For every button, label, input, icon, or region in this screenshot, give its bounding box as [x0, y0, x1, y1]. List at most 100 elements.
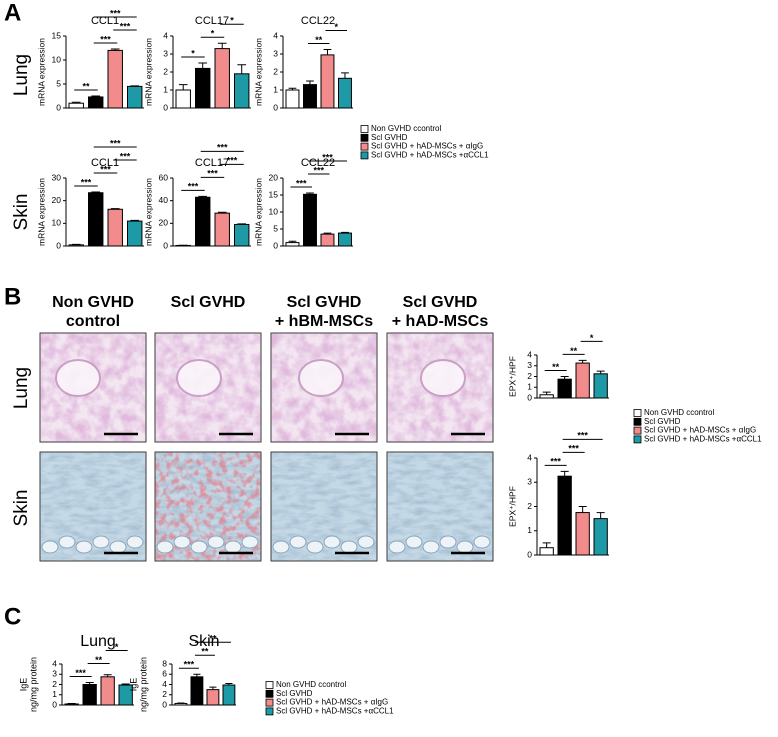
significance-label: ***: [227, 156, 238, 166]
significance-label: ***: [296, 178, 307, 188]
legend-swatch: [360, 133, 369, 142]
significance-label: ***: [100, 164, 111, 174]
legend-swatch: [265, 707, 274, 716]
significance-label: ***: [75, 668, 86, 678]
significance-label: *: [211, 29, 215, 39]
significance-label: ***: [110, 8, 121, 18]
y-tick-label: 1: [273, 84, 278, 94]
image-title: Scl GVHD: [403, 294, 478, 311]
airway: [176, 359, 222, 397]
error-bar: [121, 683, 130, 686]
error-bar: [237, 64, 247, 74]
y-tick-label: 3: [52, 669, 57, 679]
row-label: Lung: [11, 54, 32, 96]
bar: [214, 212, 230, 247]
bar: [127, 85, 143, 109]
chart-title: CCL17: [195, 15, 229, 27]
y-tick-label: 4: [52, 658, 57, 668]
row-label: Lung: [11, 367, 32, 409]
legend-label: Non GVHD ccontrol: [276, 680, 346, 689]
legend-label: Scl GVHD: [371, 133, 408, 142]
error-bar: [596, 370, 605, 374]
fat-cell: [207, 535, 225, 549]
y-tick-label: 15: [269, 189, 279, 199]
bar: [190, 676, 204, 706]
significance-label: ***: [568, 444, 579, 454]
bar: [68, 244, 84, 247]
y-tick-label: 10: [269, 206, 279, 216]
fat-cell: [190, 540, 208, 554]
significance-label: ***: [188, 182, 199, 192]
chart-title: Lung: [80, 633, 116, 650]
bar: [303, 84, 317, 109]
significance-label: ***: [120, 21, 131, 31]
significance-label: ***: [110, 138, 121, 148]
legend-swatch: [265, 698, 274, 707]
error-bar: [560, 470, 569, 477]
y-tick-label: 40: [159, 195, 169, 205]
y-tick-label: 4: [527, 349, 532, 359]
error-bar: [85, 681, 94, 685]
y-tick-label: 2: [273, 66, 278, 76]
error-bar: [560, 376, 569, 380]
bar: [234, 223, 250, 247]
y-tick-label: 0: [527, 392, 532, 402]
bar: [557, 378, 572, 399]
y-tick-label: 4: [163, 30, 168, 40]
fat-cell: [473, 535, 491, 549]
y-axis-label: IgE: [18, 678, 28, 692]
bar: [557, 475, 572, 556]
bar: [320, 233, 335, 247]
significance-label: ***: [322, 152, 333, 162]
significance-label: ***: [577, 431, 588, 441]
bar: [82, 684, 97, 706]
image-title: Non GVHD: [52, 294, 134, 311]
legend-label: Scl GVHD: [276, 689, 313, 698]
fat-cell: [405, 535, 423, 549]
legend-swatch: [633, 435, 642, 444]
fat-cell: [92, 535, 110, 549]
error-bar: [103, 674, 112, 677]
panel-letter: B: [4, 283, 21, 310]
significance-label: **: [95, 655, 103, 665]
y-tick-label: 10: [52, 54, 62, 64]
bar: [174, 702, 188, 706]
fat-cell: [388, 540, 406, 554]
fat-cell: [289, 535, 307, 549]
y-tick-label: 20: [159, 218, 169, 228]
y-tick-label: 2: [162, 689, 167, 699]
error-bar: [217, 42, 227, 49]
bar: [88, 192, 104, 247]
chart-title: CCL1: [91, 157, 119, 169]
bar: [64, 703, 79, 706]
error-bar: [91, 95, 101, 97]
image-title: Scl GVHD: [171, 294, 246, 311]
y-tick-label: 0: [162, 699, 167, 709]
legend-label: Non GVHD ccontrol: [644, 408, 714, 417]
significance-label: **: [552, 362, 560, 372]
frame: [270, 332, 378, 443]
y-tick-label: 10: [52, 218, 62, 228]
significance-label: ***: [81, 177, 92, 187]
legend-label: Scl GVHD: [644, 417, 681, 426]
significance-label: **: [209, 634, 217, 644]
y-axis-label: mRNA expression: [253, 178, 263, 246]
bar: [234, 73, 250, 109]
frame: [270, 451, 378, 562]
legend-label: Scl GVHD + hAD-MSCs +αCCL1: [276, 707, 394, 716]
y-axis-label: mRNA expression: [36, 38, 46, 106]
fat-cell: [173, 535, 191, 549]
bar: [100, 676, 115, 706]
bar: [127, 220, 143, 247]
fat-cell: [109, 540, 127, 554]
image-title: control: [66, 313, 120, 330]
y-tick-label: 0: [163, 240, 168, 250]
fat-cell: [323, 535, 341, 549]
error-bar: [542, 391, 551, 395]
y-tick-label: 3: [527, 477, 532, 487]
fat-cell: [340, 540, 358, 554]
airway: [55, 359, 101, 397]
bar: [285, 89, 300, 109]
bar: [222, 684, 236, 706]
airway: [298, 359, 344, 397]
